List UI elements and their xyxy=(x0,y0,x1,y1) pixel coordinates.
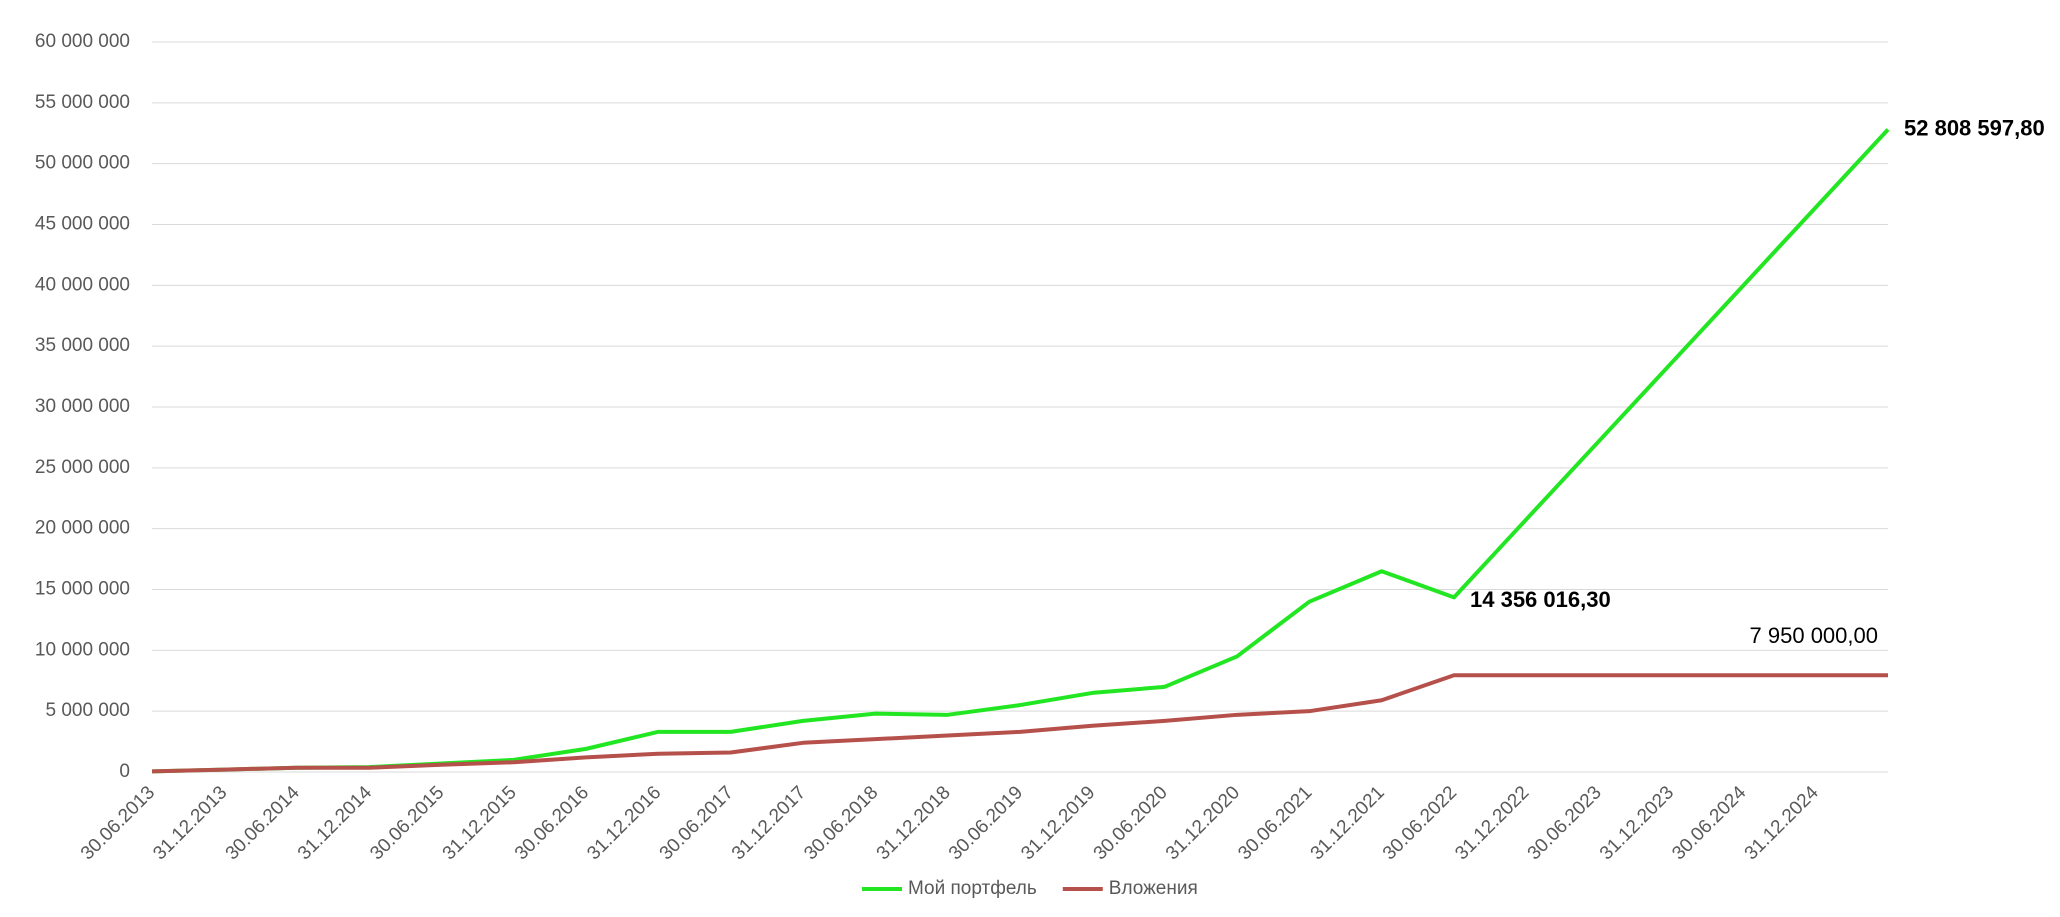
x-tick-label: 31.12.2023 xyxy=(1596,782,1678,864)
y-tick-label: 0 xyxy=(119,761,130,782)
x-tick-label: 30.06.2020 xyxy=(1090,782,1172,864)
x-tick-label: 30.06.2013 xyxy=(77,782,159,864)
x-tick-label: 30.06.2018 xyxy=(800,782,882,864)
x-tick-label: 31.12.2013 xyxy=(149,782,231,864)
x-tick-label: 30.06.2021 xyxy=(1234,782,1316,864)
y-tick-label: 55 000 000 xyxy=(35,92,130,113)
x-tick-label: 30.06.2022 xyxy=(1379,782,1461,864)
x-tick-label: 31.12.2015 xyxy=(439,782,521,864)
x-tick-label: 30.06.2024 xyxy=(1668,782,1750,864)
x-tick-label: 31.12.2018 xyxy=(873,782,955,864)
y-tick-label: 15 000 000 xyxy=(35,579,130,600)
x-tick-label: 31.12.2024 xyxy=(1741,782,1823,864)
legend-label: Вложения xyxy=(1109,878,1198,899)
y-tick-label: 20 000 000 xyxy=(35,518,130,539)
x-tick-label: 30.06.2015 xyxy=(366,782,448,864)
x-tick-label: 30.06.2014 xyxy=(222,782,304,864)
data-label: 52 808 597,80 xyxy=(1904,115,2045,140)
data-label: 14 356 016,30 xyxy=(1470,587,1611,612)
x-tick-label: 31.12.2016 xyxy=(583,782,665,864)
x-tick-label: 31.12.2022 xyxy=(1451,782,1533,864)
x-tick-label: 31.12.2019 xyxy=(1017,782,1099,864)
y-tick-label: 45 000 000 xyxy=(35,214,130,235)
series-line xyxy=(151,673,1888,774)
x-tick-label: 30.06.2017 xyxy=(656,782,738,864)
y-tick-label: 40 000 000 xyxy=(35,274,130,295)
y-tick-label: 60 000 000 xyxy=(35,31,130,52)
x-tick-label: 31.12.2017 xyxy=(728,782,810,864)
y-tick-label: 5 000 000 xyxy=(45,700,130,721)
legend-label: Мой портфель xyxy=(908,878,1037,899)
x-tick-label: 31.12.2014 xyxy=(294,782,376,864)
y-tick-label: 50 000 000 xyxy=(35,153,130,174)
x-tick-label: 31.12.2021 xyxy=(1307,782,1389,864)
y-tick-label: 25 000 000 xyxy=(35,457,130,478)
y-tick-label: 30 000 000 xyxy=(35,396,130,417)
x-tick-label: 30.06.2019 xyxy=(945,782,1027,864)
x-tick-label: 31.12.2020 xyxy=(1162,782,1244,864)
data-label: 7 950 000,00 xyxy=(1750,623,1878,648)
y-tick-label: 10 000 000 xyxy=(35,639,130,660)
x-tick-label: 30.06.2016 xyxy=(511,782,593,864)
y-tick-label: 35 000 000 xyxy=(35,335,130,356)
x-tick-label: 30.06.2023 xyxy=(1524,782,1606,864)
